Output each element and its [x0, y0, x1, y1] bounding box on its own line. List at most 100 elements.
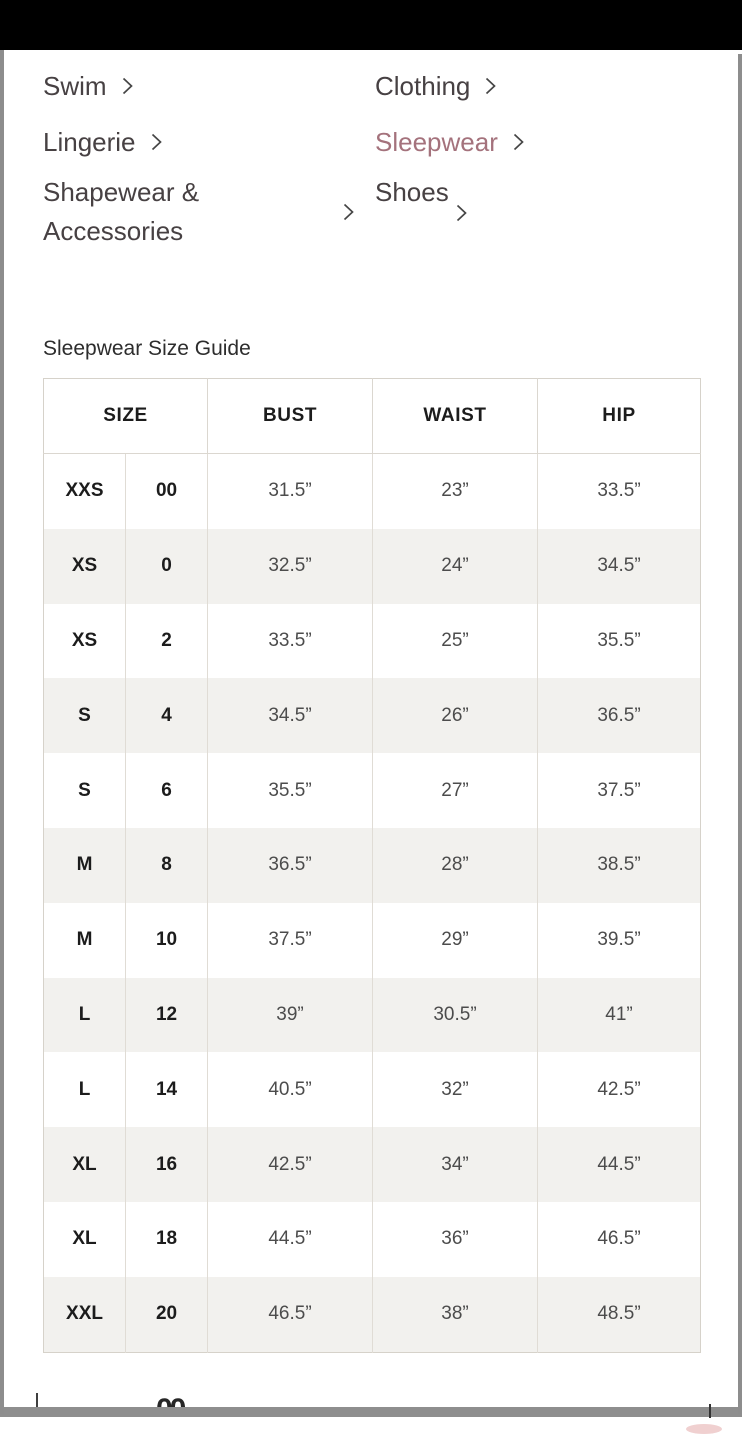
bust-cell: 36.5”	[207, 827, 373, 903]
size-table-row: S 4 34.5” 26” 36.5”	[43, 678, 701, 754]
column-header-size: SIZE	[43, 378, 208, 454]
bust-cell: 39”	[207, 977, 373, 1053]
waist-cell: 23”	[372, 453, 538, 529]
size-label-cell: L	[78, 1078, 91, 1100]
hip-cell: 44.5”	[537, 1127, 701, 1202]
nav-item-label: Clothing	[375, 70, 471, 101]
hip-cell: 38.5”	[537, 827, 701, 903]
bust-cell: 44.5”	[207, 1201, 373, 1277]
page-edge-right	[738, 54, 742, 1414]
hip-cell: 46.5”	[537, 1201, 701, 1277]
nav-item-shapewear-accessories[interactable]: Shapewear & Accessories	[43, 170, 355, 254]
nav-item-clothing[interactable]: Clothing	[375, 58, 700, 114]
waist-cell: 25”	[372, 603, 538, 679]
size-table-row: XXL 20 46.5” 38” 48.5”	[43, 1276, 701, 1353]
bust-cell: 34.5”	[207, 678, 373, 754]
size-number-cell: 6	[124, 753, 208, 828]
bust-cell: 31.5”	[207, 453, 373, 529]
size-number-cell: 0	[124, 528, 208, 604]
size-number-cell: 18	[124, 1201, 208, 1277]
size-number-cell: 8	[124, 827, 208, 903]
background-table-edge-left	[36, 1393, 38, 1408]
nav-item-label: Sleepwear	[375, 126, 498, 157]
status-bar	[0, 0, 742, 50]
waist-cell: 24”	[372, 528, 538, 604]
hip-cell: 36.5”	[537, 678, 701, 754]
chevron-right-icon	[121, 76, 134, 96]
size-number-cell: 16	[124, 1127, 208, 1202]
size-table-body: XXS 00 31.5” 23” 33.5” XS 0 32.5” 24” 34.5” XS 2 33.…	[43, 453, 701, 1353]
bust-cell: 33.5”	[207, 603, 373, 679]
nav-item-sleepwear[interactable]: Sleepwear	[375, 114, 700, 170]
waist-cell: 28”	[372, 827, 538, 903]
nav-item-shoes[interactable]: Shoes	[375, 170, 700, 254]
size-table-row: M 8 36.5” 28” 38.5”	[43, 827, 701, 903]
hip-cell: 34.5”	[537, 528, 701, 604]
background-partial-text: 00	[156, 1396, 200, 1408]
size-table-header: SIZE BUST WAIST HIP	[43, 378, 701, 454]
size-label-cell: L	[43, 977, 126, 1053]
nav-item-swim[interactable]: Swim	[43, 58, 355, 114]
bust-cell: 37.5”	[207, 902, 373, 978]
size-table-row: L 12 39” 30.5” 41”	[43, 977, 701, 1053]
size-table-row: XS 2 33.5” 25” 35.5”	[44, 603, 701, 679]
bust-cell: 46.5”	[207, 1276, 373, 1353]
bust-cell: 42.5”	[207, 1127, 373, 1202]
waist-cell: 38”	[372, 1276, 538, 1353]
hip-cell: 39.5”	[537, 902, 701, 978]
waist-cell: 36”	[372, 1201, 538, 1277]
size-number-cell: 12	[124, 977, 208, 1053]
sleepwear-size-table: SIZE BUST WAIST HIP XXS 00 31.5” 23” 33.5” XS…	[43, 378, 702, 1353]
chevron-right-icon	[150, 132, 163, 152]
waist-cell: 29”	[372, 902, 538, 978]
size-table-row: L 14 40.5” 32” 42.5”	[44, 1052, 701, 1128]
page-title: Sleepwear Size Guide	[43, 337, 251, 360]
page-edge-left	[0, 50, 4, 1414]
waist-cell: 32”	[372, 1052, 538, 1128]
waist-cell: 26”	[372, 678, 538, 754]
size-label-cell: S	[78, 779, 91, 801]
size-label-cell: M	[76, 929, 93, 951]
background-smudge	[686, 1424, 722, 1434]
column-header-waist: WAIST	[372, 378, 538, 454]
nav-item-label: Swim	[43, 70, 107, 101]
size-label-cell: M	[43, 827, 126, 903]
hip-cell: 35.5”	[537, 603, 701, 679]
category-nav: Swim Clothing Lingerie Sleepwear Shapewe…	[43, 58, 700, 254]
size-table-row: XL 16 42.5” 34” 44.5”	[43, 1127, 701, 1202]
size-table-row: XXS 00 31.5” 23” 33.5”	[44, 453, 701, 529]
size-label-cell: XXS	[65, 480, 104, 502]
column-header-hip: HIP	[537, 378, 701, 454]
size-label-cell: XL	[72, 1228, 97, 1250]
nav-item-lingerie[interactable]: Lingerie	[43, 114, 355, 170]
size-number-cell: 2	[124, 603, 208, 679]
chevron-right-icon	[512, 132, 525, 152]
hip-cell: 33.5”	[537, 453, 701, 529]
size-label-cell: S	[43, 678, 126, 754]
hip-cell: 37.5”	[537, 753, 701, 828]
size-table-row: S 6 35.5” 27” 37.5”	[44, 753, 701, 828]
bust-cell: 40.5”	[207, 1052, 373, 1128]
size-number-cell: 14	[124, 1052, 208, 1128]
waist-cell: 27”	[372, 753, 538, 828]
size-label-cell: XL	[43, 1127, 126, 1202]
size-table-row: XS 0 32.5” 24” 34.5”	[43, 528, 701, 604]
nav-item-label: Shoes	[375, 177, 449, 207]
hip-cell: 41”	[537, 977, 701, 1053]
size-table-row: XL 18 44.5” 36” 46.5”	[44, 1201, 701, 1277]
chevron-right-icon	[342, 202, 355, 222]
bust-cell: 32.5”	[207, 528, 373, 604]
chevron-right-icon	[484, 76, 497, 96]
size-number-cell: 20	[124, 1276, 208, 1353]
hip-cell: 48.5”	[537, 1276, 701, 1353]
size-label-cell: XS	[71, 629, 98, 651]
bottom-divider-bar	[0, 1407, 742, 1417]
bust-cell: 35.5”	[207, 753, 373, 828]
waist-cell: 34”	[372, 1127, 538, 1202]
size-number-cell: 10	[124, 902, 208, 978]
waist-cell: 30.5”	[372, 977, 538, 1053]
size-table-row: M 10 37.5” 29” 39.5”	[44, 902, 701, 978]
size-number-cell: 4	[124, 678, 208, 754]
background-table-edge-right	[709, 1404, 711, 1418]
hip-cell: 42.5”	[537, 1052, 701, 1128]
